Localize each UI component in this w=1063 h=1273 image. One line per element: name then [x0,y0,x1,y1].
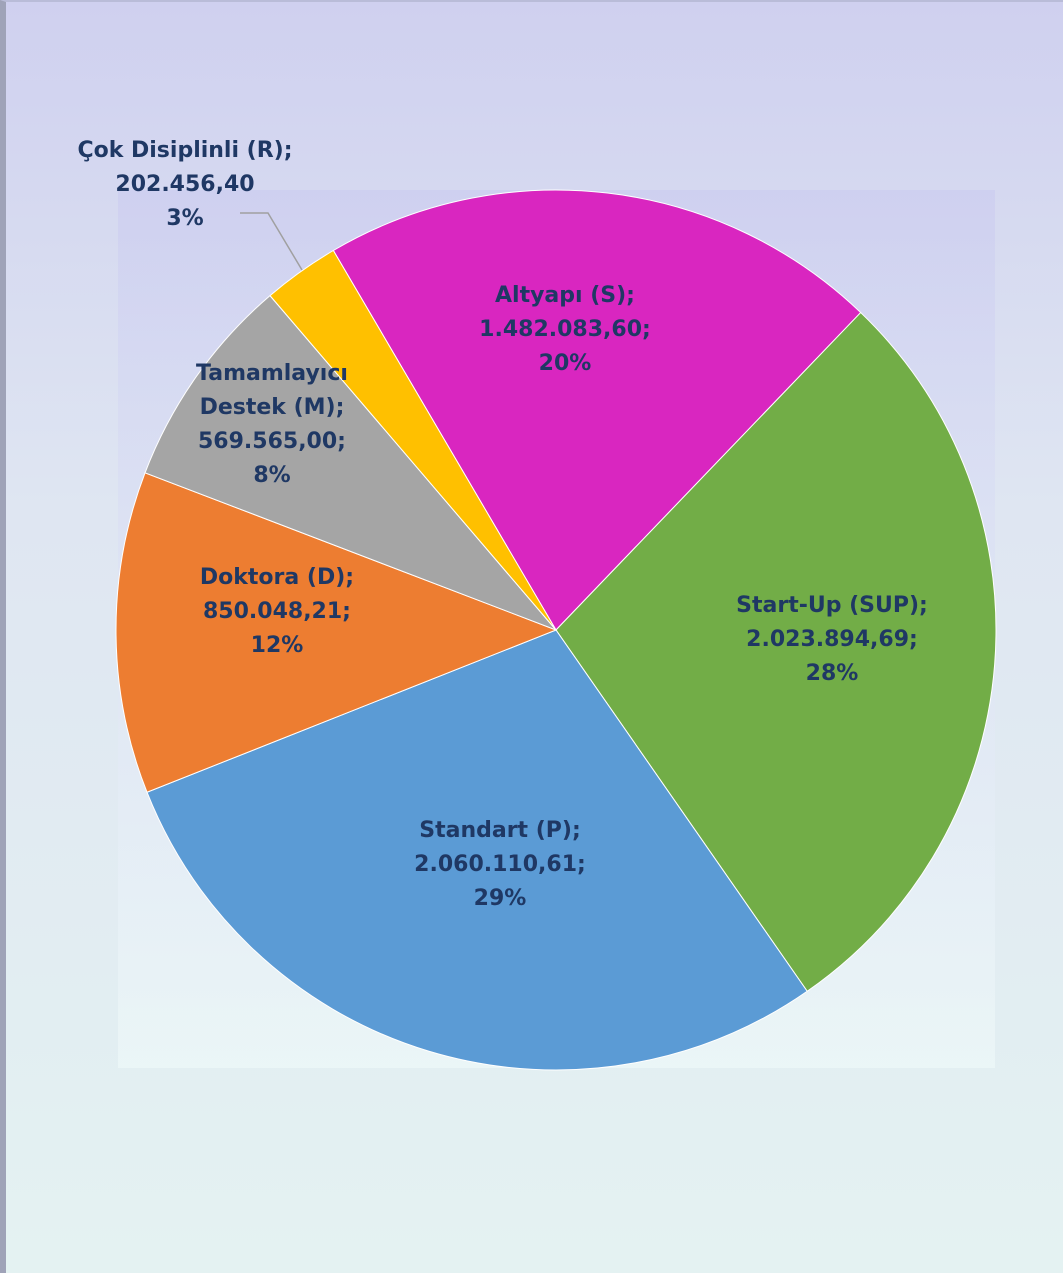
data-label: Çok Disiplinli (R); 202.456,40 3% [55,134,315,236]
label-line: Çok Disiplinli (R); [77,138,293,163]
pie-slice [269,249,557,631]
label-line: 569.565,00; [198,429,346,454]
label-line: 3% [166,206,204,231]
label-line: 20% [538,351,592,376]
leader-line [240,212,303,271]
data-label: Standart (P); 2.060.110,61; 29% [380,814,620,916]
data-label: Tamamlayıcı Destek (M); 569.565,00; 8% [172,357,372,493]
label-line: Altyapı (S); [495,283,635,308]
label-line: 8% [253,463,291,488]
data-label: Altyapı (S); 1.482.083,60; 20% [455,279,675,381]
pie-slice [144,294,557,631]
label-line: 2.060.110,61; [414,852,586,877]
label-line: 29% [473,886,527,911]
pie-slice [146,629,808,1071]
data-label: Doktora (D); 850.048,21; 12% [177,561,377,663]
label-line: 2.023.894,69; [746,627,918,652]
label-line: 202.456,40 [115,172,255,197]
data-label: Start-Up (SUP); 2.023.894,69; 28% [702,589,962,691]
label-line: 28% [805,661,859,686]
label-line: 12% [250,633,304,658]
label-line: Standart (P); [419,818,581,843]
label-line: 850.048,21; [203,599,351,624]
label-line: 1.482.083,60; [479,317,651,342]
pie-slice [332,189,862,631]
pie-slice [115,472,558,793]
pie-slice [555,311,997,992]
label-line: Doktora (D); [199,565,355,590]
label-line: Start-Up (SUP); [736,593,928,618]
label-line: Tamamlayıcı Destek (M); [196,361,348,420]
